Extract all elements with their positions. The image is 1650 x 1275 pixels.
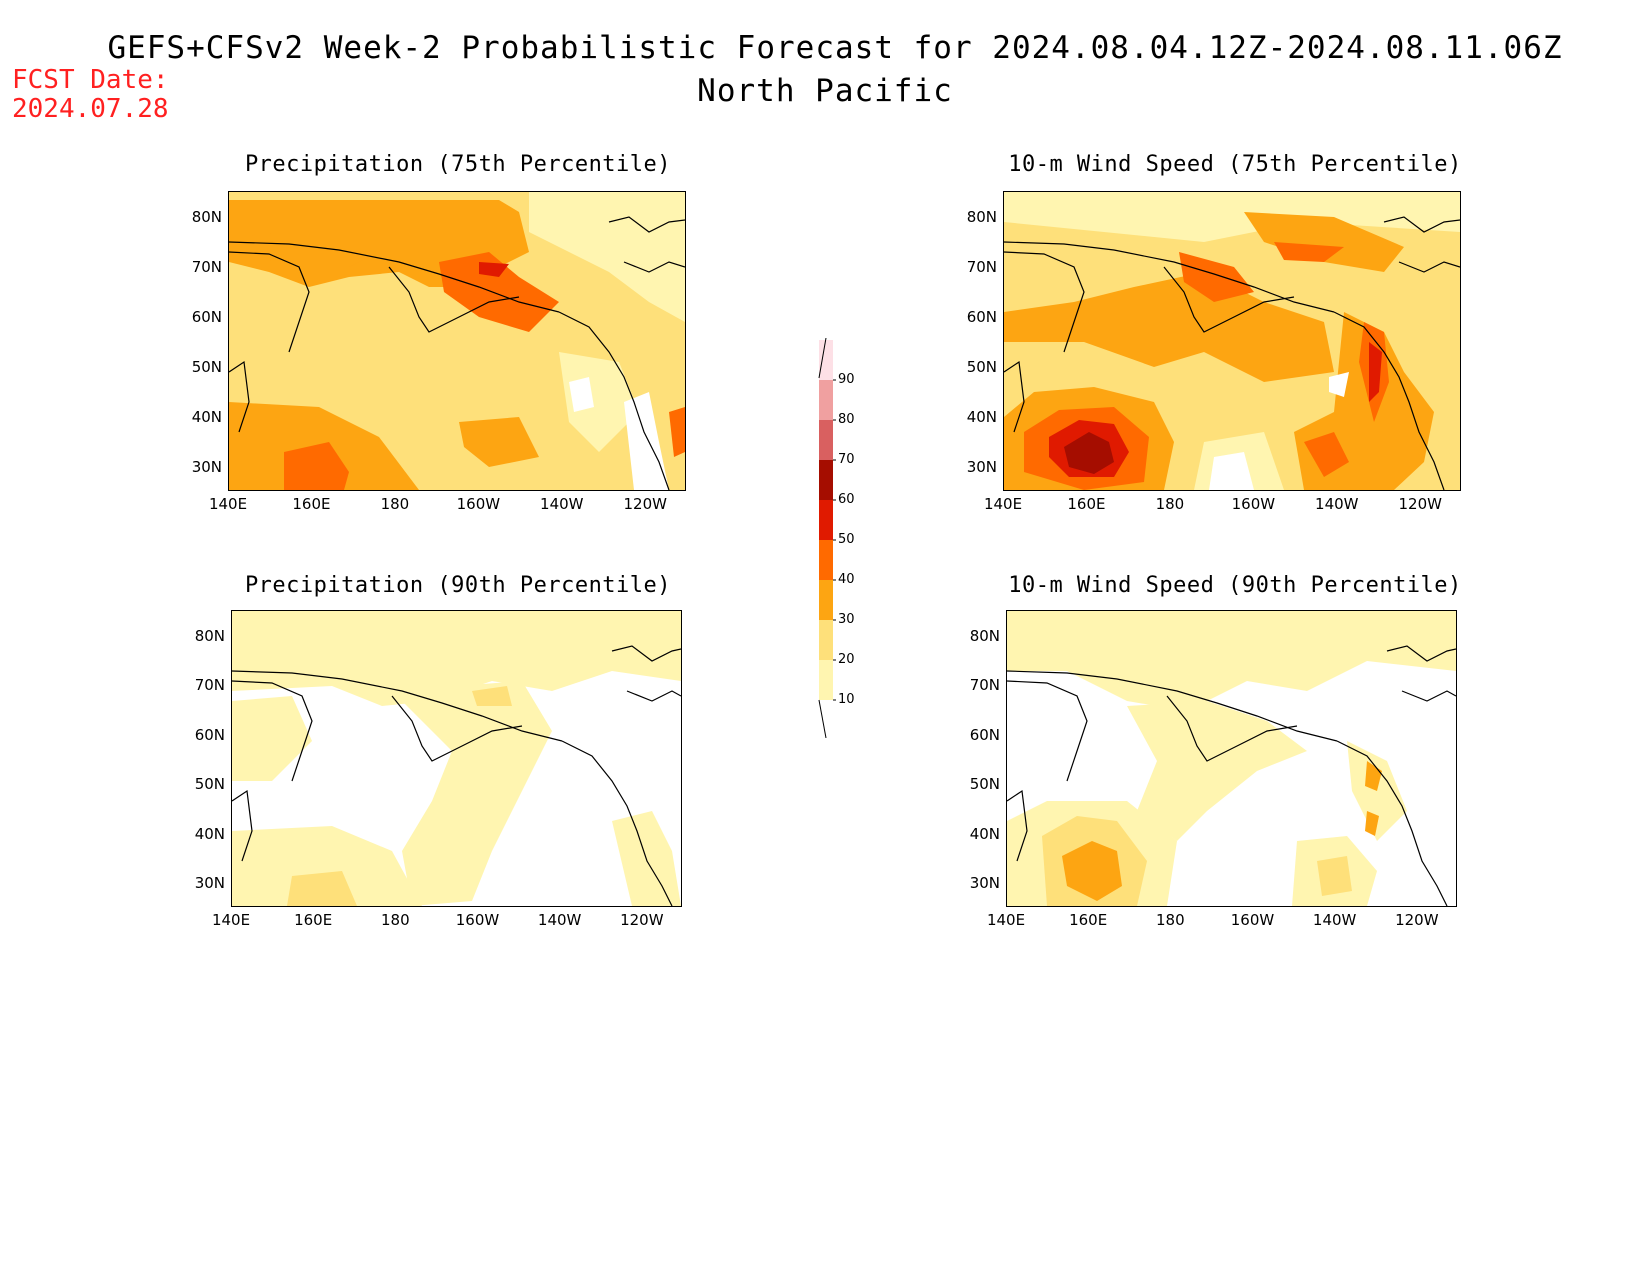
lat-tick-label: 50N [194, 775, 225, 794]
colorbar-label: 50 [838, 532, 855, 547]
lon-tick-label: 140E [986, 911, 1026, 929]
lat-tick-label: 60N [191, 308, 222, 326]
colorbar-label: 60 [838, 492, 855, 507]
lon-tick-label: 160W [455, 911, 500, 929]
lon-tick-label: 120W [623, 495, 667, 513]
lat-tick-label: 40N [194, 824, 225, 843]
lon-tick-label: 180 [381, 911, 410, 929]
lat-tick-label: 70N [191, 258, 222, 276]
lat-tick-label: 60N [194, 725, 225, 744]
lat-tick-label: 70N [969, 676, 1000, 695]
lat-tick-label: 70N [194, 676, 225, 695]
map-precip-90 [231, 610, 682, 907]
lon-tick-label: 120W [1395, 911, 1439, 929]
colorbar-label: 40 [838, 572, 855, 587]
colorbar-segment [819, 660, 833, 700]
lon-tick-label: 160E [292, 495, 331, 513]
colorbar-segment [819, 580, 833, 620]
colorbar-label: 10 [838, 692, 855, 707]
lon-tick-label: 140E [208, 495, 248, 513]
lat-tick-label: 40N [966, 408, 997, 426]
panel-title-wind-75: 10-m Wind Speed (75th Percentile) [1008, 152, 1462, 177]
colorbar-segment [819, 500, 833, 540]
map-precip-75 [228, 191, 686, 491]
lon-tick-label: 120W [1398, 495, 1442, 513]
lat-tick-label: 40N [969, 824, 1000, 843]
lon-tick-label: 160E [294, 911, 333, 929]
lat-tick-label: 30N [191, 458, 222, 476]
map-wind-90 [1006, 610, 1457, 907]
colorbar-segment [819, 460, 833, 500]
lon-tick-label: 180 [1156, 911, 1185, 929]
lat-tick-label: 80N [194, 626, 225, 645]
panel-title-precip-75: Precipitation (75th Percentile) [244, 152, 672, 177]
colorbar-label: 80 [838, 412, 855, 427]
colorbar-segment [819, 340, 833, 380]
lat-tick-label: 70N [966, 258, 997, 276]
colorbar-label: 30 [838, 612, 855, 627]
lon-tick-label: 140W [540, 495, 584, 513]
lat-tick-label: 50N [969, 775, 1000, 794]
colorbar-segment [819, 540, 833, 580]
lon-tick-label: 140E [211, 911, 251, 929]
lat-tick-label: 60N [966, 308, 997, 326]
lon-tick-label: 140W [537, 911, 582, 929]
lon-tick-label: 180 [380, 495, 410, 513]
lon-tick-label: 160E [1067, 495, 1106, 513]
lon-tick-label: 140E [983, 495, 1023, 513]
forecast-date-label: FCST Date: [12, 65, 169, 95]
lat-tick-label: 50N [966, 358, 997, 376]
lat-tick-label: 80N [969, 626, 1000, 645]
lat-tick-label: 30N [966, 458, 997, 476]
colorbar-label: 20 [838, 652, 855, 667]
lat-tick-label: 60N [969, 725, 1000, 744]
lon-tick-label: 160W [1230, 911, 1275, 929]
lon-tick-label: 140W [1312, 911, 1357, 929]
lon-tick-label: 180 [1155, 495, 1185, 513]
colorbar [816, 337, 836, 739]
colorbar-label: 90 [838, 372, 855, 387]
lat-tick-label: 80N [966, 208, 997, 226]
lat-tick-label: 40N [191, 408, 222, 426]
forecast-date-value: 2024.07.28 [12, 94, 169, 124]
region-subtitle: North Pacific [697, 73, 953, 109]
panel-title-wind-90: 10-m Wind Speed (90th Percentile) [1008, 573, 1462, 598]
lat-tick-label: 80N [191, 208, 222, 226]
lon-tick-label: 160W [1231, 495, 1276, 513]
colorbar-segment [819, 380, 833, 420]
map-wind-75 [1003, 191, 1461, 491]
panel-title-precip-90: Precipitation (90th Percentile) [244, 573, 672, 598]
lat-tick-label: 50N [191, 358, 222, 376]
lat-tick-label: 30N [969, 874, 1000, 893]
lon-tick-label: 160E [1069, 911, 1108, 929]
lon-tick-label: 140W [1315, 495, 1359, 513]
colorbar-label: 70 [838, 452, 855, 467]
lon-tick-label: 160W [456, 495, 501, 513]
colorbar-segment [819, 620, 833, 660]
lon-tick-label: 120W [620, 911, 664, 929]
main-title: GEFS+CFSv2 Week-2 Probabilistic Forecast… [107, 30, 1563, 66]
colorbar-segment [819, 420, 833, 460]
lat-tick-label: 30N [194, 874, 225, 893]
